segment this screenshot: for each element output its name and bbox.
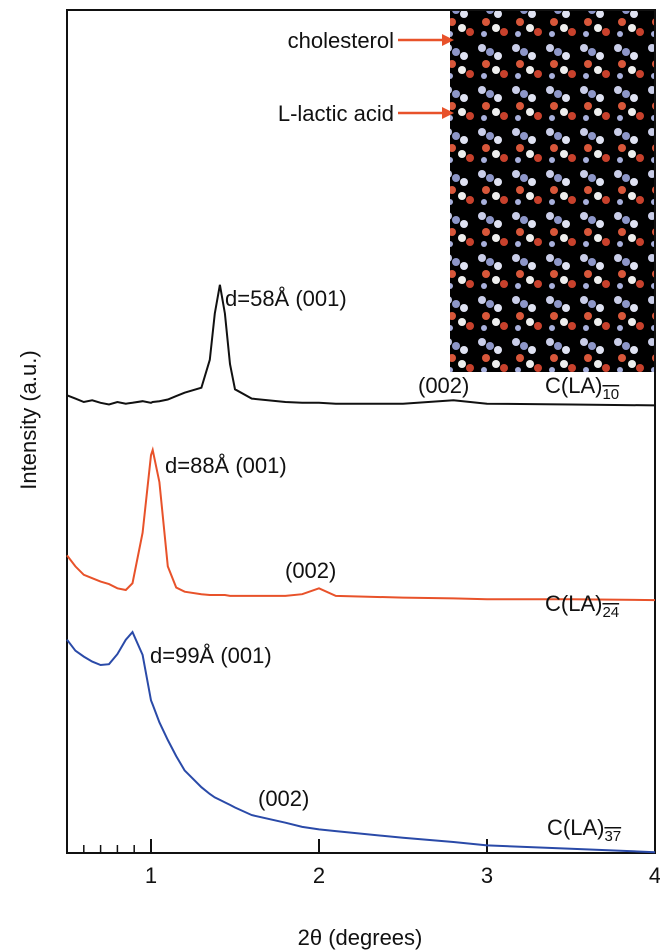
inset-image bbox=[450, 10, 655, 372]
x-axis-label: 2θ (degrees) bbox=[298, 925, 423, 950]
legend-label: C(LA)10 bbox=[545, 373, 619, 403]
legend-label: C(LA)24 bbox=[545, 591, 619, 621]
series-line bbox=[66, 446, 656, 602]
series-line bbox=[66, 284, 656, 407]
arrowhead bbox=[442, 107, 454, 119]
annotation: (002) bbox=[418, 373, 469, 398]
plot-frame bbox=[66, 9, 656, 854]
annotation: d=58Å (001) bbox=[225, 286, 347, 311]
arrowhead bbox=[442, 34, 454, 46]
x-tick-label: 2 bbox=[313, 863, 325, 888]
series-line bbox=[66, 630, 656, 854]
inset-label: L-lactic acid bbox=[278, 101, 394, 126]
annotation: (002) bbox=[258, 786, 309, 811]
legend-label: C(LA)37 bbox=[547, 815, 621, 845]
annotation: d=99Å (001) bbox=[150, 643, 272, 668]
inset-label: cholesterol bbox=[288, 28, 394, 53]
annotation: d=88Å (001) bbox=[165, 453, 287, 478]
annotation: (002) bbox=[285, 558, 336, 583]
x-tick-label: 3 bbox=[481, 863, 493, 888]
x-tick-label: 4 bbox=[649, 863, 660, 888]
x-tick-label: 1 bbox=[145, 863, 157, 888]
y-axis-label: Intensity (a.u.) bbox=[16, 350, 41, 489]
